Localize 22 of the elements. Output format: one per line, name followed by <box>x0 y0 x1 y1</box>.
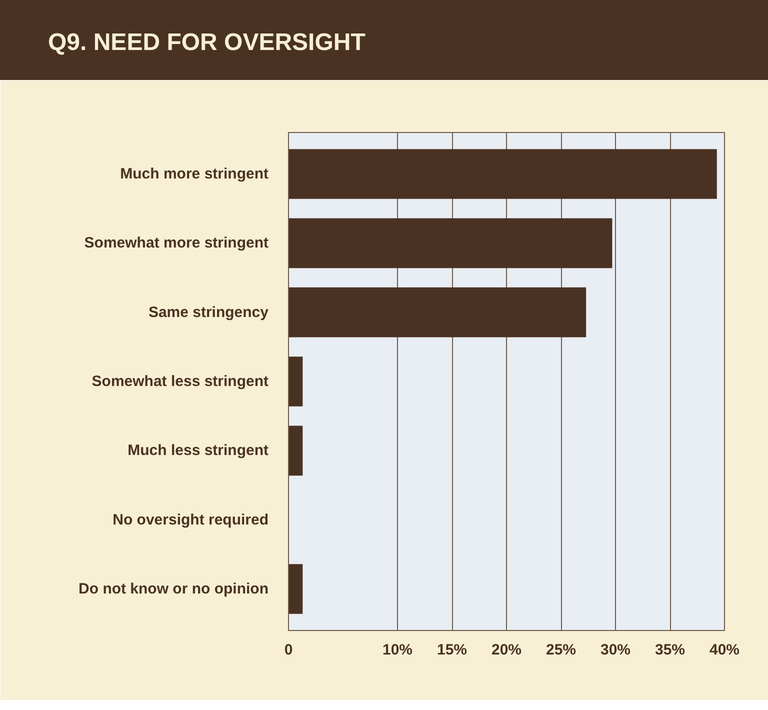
x-tick-label: 10% <box>382 642 413 658</box>
x-tick-label: 25% <box>546 642 576 658</box>
bar <box>288 356 303 406</box>
x-tick-label: 40% <box>709 642 740 658</box>
bar <box>288 218 612 268</box>
bar <box>288 149 717 199</box>
x-tick-label: 35% <box>654 642 686 658</box>
y-tick-label: Much more stringent <box>120 166 269 182</box>
y-tick-label: Somewhat more stringent <box>84 234 269 252</box>
x-tick-label: 20% <box>491 642 522 658</box>
y-tick-label: Much less stringent <box>128 442 269 460</box>
x-tick-label: 15% <box>436 642 468 658</box>
x-tick-label: 30% <box>600 642 631 658</box>
bar <box>288 426 303 476</box>
x-tick-label: 0 <box>284 642 293 658</box>
y-tick-label: No oversight required <box>112 511 268 528</box>
y-tick-label: Same stringency <box>148 304 270 321</box>
y-tick-label: Somewhat less stringent <box>92 373 269 390</box>
bar <box>288 564 303 614</box>
bar <box>288 287 586 338</box>
chart-title: Q9. NEED FOR OVERSIGHT <box>48 28 366 58</box>
y-tick-label: Do not know or no opinion <box>78 580 269 598</box>
